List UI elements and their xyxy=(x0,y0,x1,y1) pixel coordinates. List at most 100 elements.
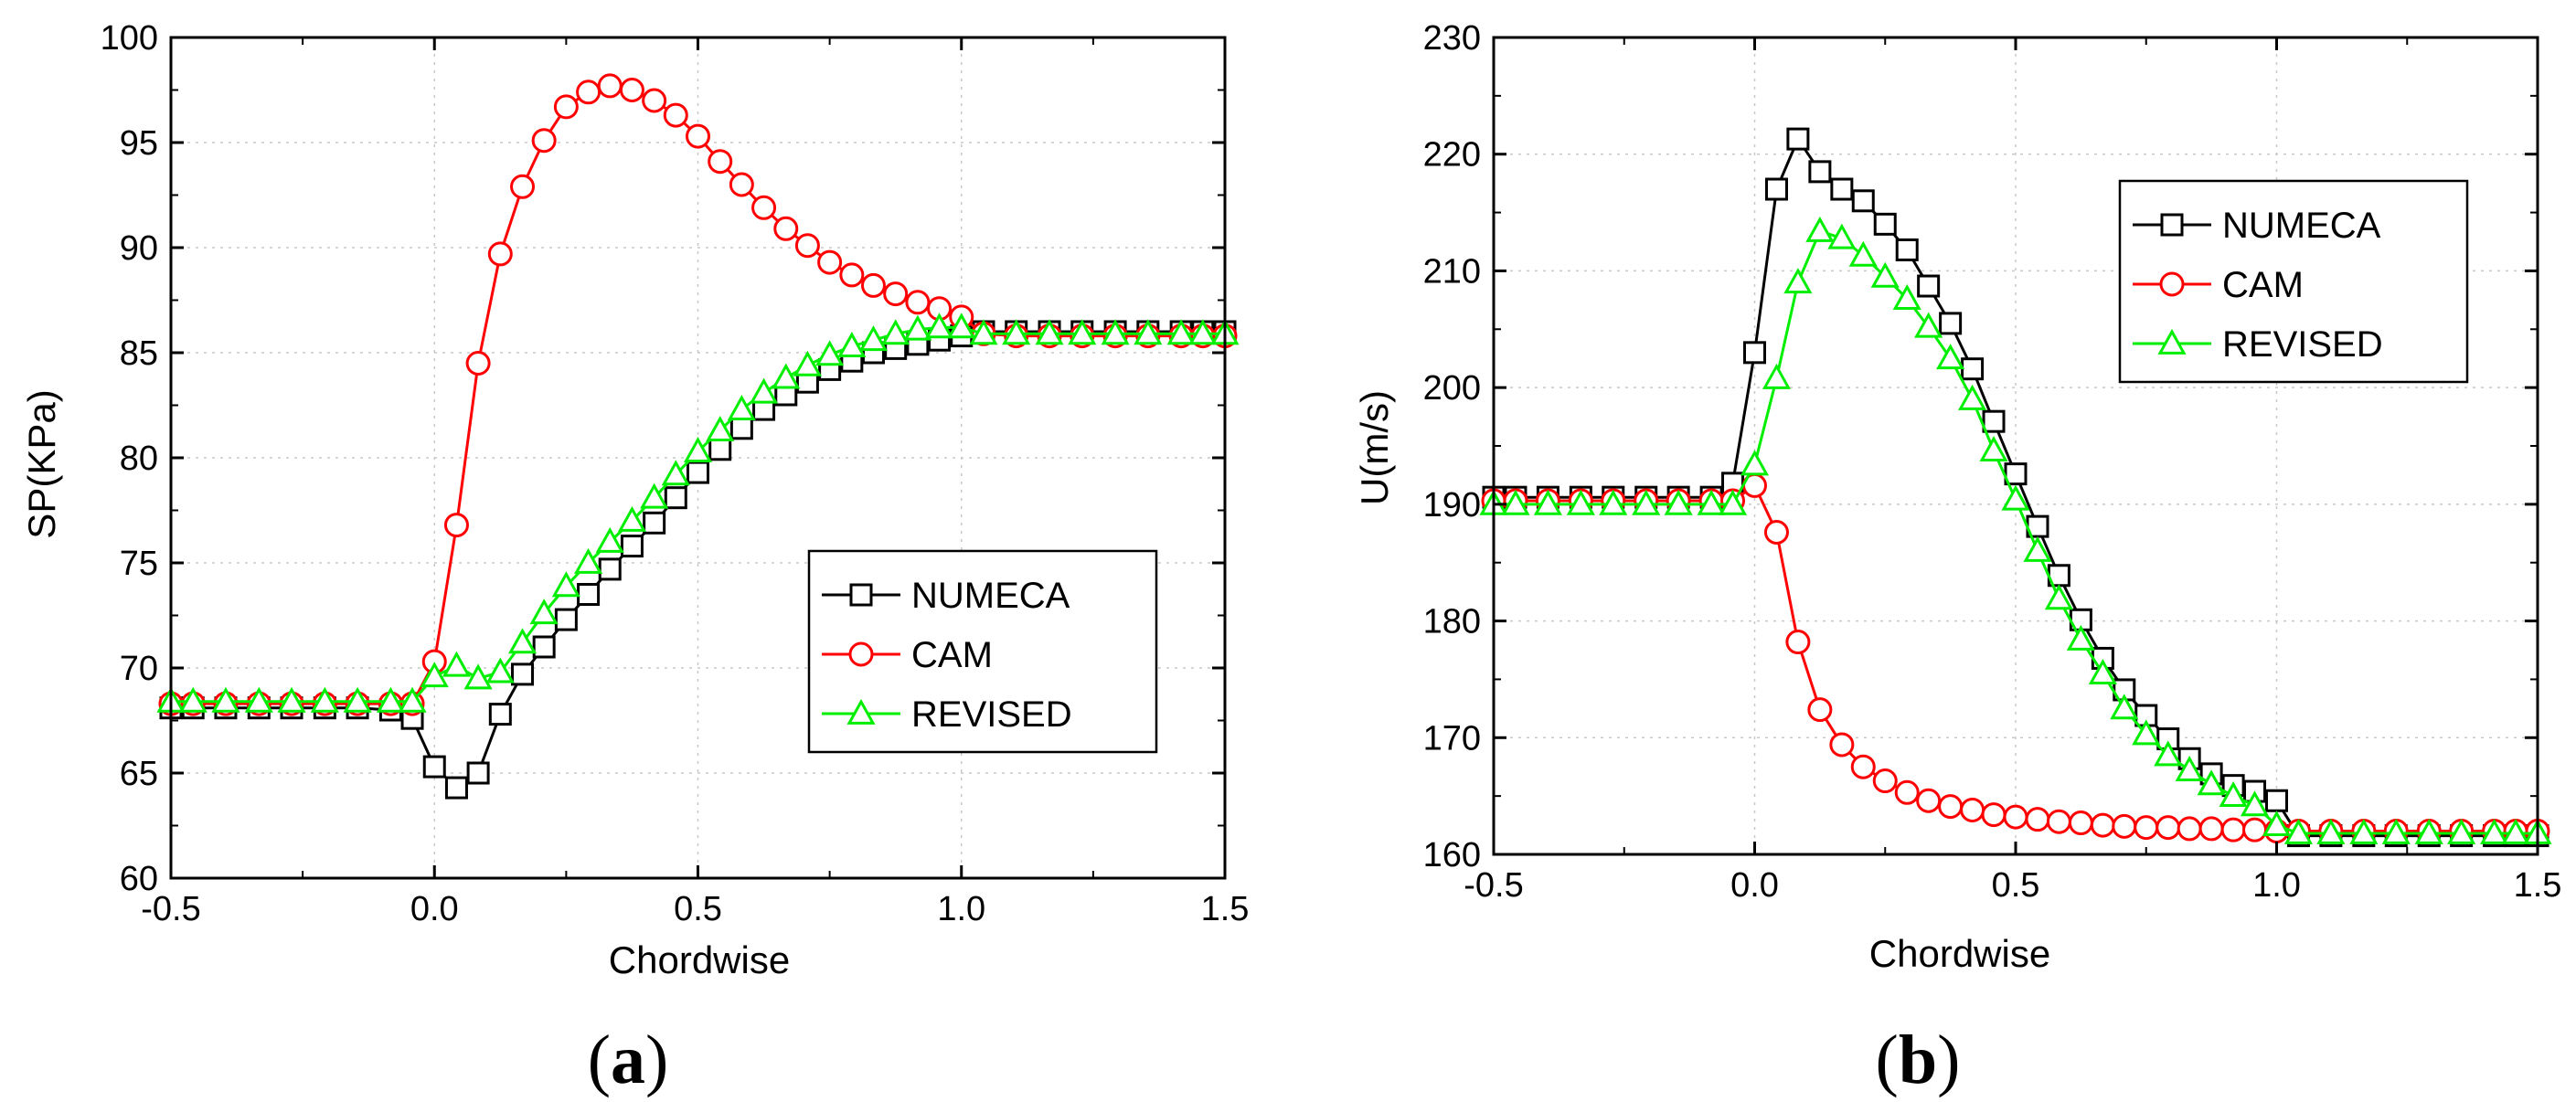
data-point-cam xyxy=(2046,809,2071,834)
panel-b: -0.5 0.0 0.5 1.0 1.5 160 170 180 190 200 210 220 230… xyxy=(1353,19,2561,1098)
plot-frame-a xyxy=(169,36,1227,880)
data-point-revised xyxy=(924,313,954,339)
y-tick-label: 230 xyxy=(1423,19,1481,58)
data-point-cam xyxy=(510,174,536,199)
data-point-cam xyxy=(663,102,688,128)
data-point-revised xyxy=(442,651,472,677)
caption-b-close: ) xyxy=(1937,1022,1960,1098)
data-point-revised xyxy=(2023,535,2052,562)
data-point-cam xyxy=(553,94,579,120)
data-point-revised xyxy=(1002,319,1031,345)
y-tick-label: 180 xyxy=(1423,603,1481,641)
data-point-cam xyxy=(619,78,644,102)
data-point-revised xyxy=(2219,781,2248,808)
data-point-numeca xyxy=(511,662,535,686)
data-point-numeca xyxy=(444,776,468,800)
data-point-revised xyxy=(2240,790,2270,817)
data-point-revised xyxy=(1870,261,1900,288)
data-point-revised xyxy=(815,340,845,366)
y-tick-label: 80 xyxy=(120,440,158,478)
data-point-revised xyxy=(2044,584,2073,610)
data-point-cam xyxy=(751,195,777,220)
data-point-revised xyxy=(1979,436,2008,462)
data-point-revised xyxy=(2066,624,2095,651)
y-axis-title-b: U(m/s) xyxy=(1353,390,1396,505)
legend-marker-revised xyxy=(846,698,876,725)
caption-b-open: ( xyxy=(1876,1022,1899,1098)
data-point-revised xyxy=(463,663,493,690)
data-point-revised xyxy=(310,686,339,713)
data-point-cam xyxy=(1916,788,1942,813)
data-point-revised xyxy=(1188,319,1218,345)
data-point-numeca xyxy=(2265,789,2288,812)
data-point-cam xyxy=(2177,816,2202,842)
series-revised-b xyxy=(1479,216,2552,844)
caption-b: (b) xyxy=(1876,1022,1961,1098)
y-tick-label: 220 xyxy=(1423,136,1481,175)
ticks-a: -0.5 0.0 0.5 1.0 1.5 60 65 70 75 80 85 90 95 100 xyxy=(101,19,1250,928)
data-point-numeca xyxy=(1851,189,1875,213)
data-point-cam xyxy=(2090,812,2115,838)
data-point-numeca xyxy=(422,755,446,779)
data-point-revised xyxy=(881,319,910,345)
y-tick-label: 100 xyxy=(101,19,158,58)
data-point-revised xyxy=(1892,283,1921,310)
y-axis-title-a: SP(KPa) xyxy=(20,389,63,538)
data-point-cam xyxy=(642,88,667,113)
data-point-numeca xyxy=(1895,238,1919,261)
data-point-revised xyxy=(1035,319,1064,345)
data-point-revised xyxy=(750,377,779,404)
x-tick-label: -0.5 xyxy=(141,890,200,928)
data-point-cam xyxy=(1872,768,1898,794)
data-point-revised xyxy=(1134,319,1163,345)
data-point-revised xyxy=(2381,818,2411,844)
x-tick-label: 1.5 xyxy=(1201,890,1250,928)
data-point-cam xyxy=(2068,811,2093,836)
legend-label-numeca: NUMECA xyxy=(2222,206,2381,246)
data-point-revised xyxy=(793,350,822,376)
data-point-revised xyxy=(1827,223,1857,249)
data-point-revised xyxy=(420,662,449,688)
data-point-cam xyxy=(487,241,513,267)
data-point-cam xyxy=(860,272,886,298)
data-point-revised xyxy=(529,599,559,625)
legend-label-cam: CAM xyxy=(2222,265,2304,305)
data-point-revised xyxy=(2175,755,2204,781)
y-tick-label: 95 xyxy=(120,124,158,163)
data-point-cam xyxy=(597,73,623,99)
data-point-revised xyxy=(837,332,867,357)
data-point-revised xyxy=(211,686,240,713)
data-point-revised xyxy=(1958,384,1987,410)
y-tick-label: 70 xyxy=(120,650,158,688)
data-point-revised xyxy=(2283,818,2314,844)
legend-item-revised: REVISED xyxy=(2133,324,2383,365)
legend-label-numeca: NUMECA xyxy=(911,576,1070,616)
series-revised-a xyxy=(156,313,1240,713)
data-point-revised xyxy=(2110,694,2139,720)
data-point-numeca xyxy=(708,438,732,461)
data-point-cam xyxy=(2003,804,2028,830)
legend-marker-revised xyxy=(2157,328,2187,355)
data-point-cam xyxy=(2198,816,2224,842)
x-tick-label: 0.5 xyxy=(1992,866,2040,905)
data-point-numeca xyxy=(466,761,490,785)
data-point-revised xyxy=(485,657,515,683)
y-tick-label: 210 xyxy=(1423,252,1481,291)
data-point-revised xyxy=(1718,489,1748,515)
data-point-revised xyxy=(1805,216,1835,242)
data-point-revised xyxy=(2001,484,2030,511)
data-point-cam xyxy=(817,249,843,275)
data-point-revised xyxy=(706,416,735,441)
data-point-cam xyxy=(2156,815,2181,841)
legend-marker-numeca xyxy=(2160,213,2184,237)
data-point-cam xyxy=(576,79,601,105)
data-point-cam xyxy=(465,351,491,376)
data-point-numeca xyxy=(687,461,709,484)
data-point-revised xyxy=(507,628,538,654)
data-point-cam xyxy=(1763,520,1789,546)
data-point-revised xyxy=(1936,344,1965,370)
data-point-revised xyxy=(1697,489,1726,515)
caption-a: (a) xyxy=(588,1022,669,1098)
data-point-revised xyxy=(2132,719,2161,746)
legend-item-cam: CAM xyxy=(822,635,993,675)
